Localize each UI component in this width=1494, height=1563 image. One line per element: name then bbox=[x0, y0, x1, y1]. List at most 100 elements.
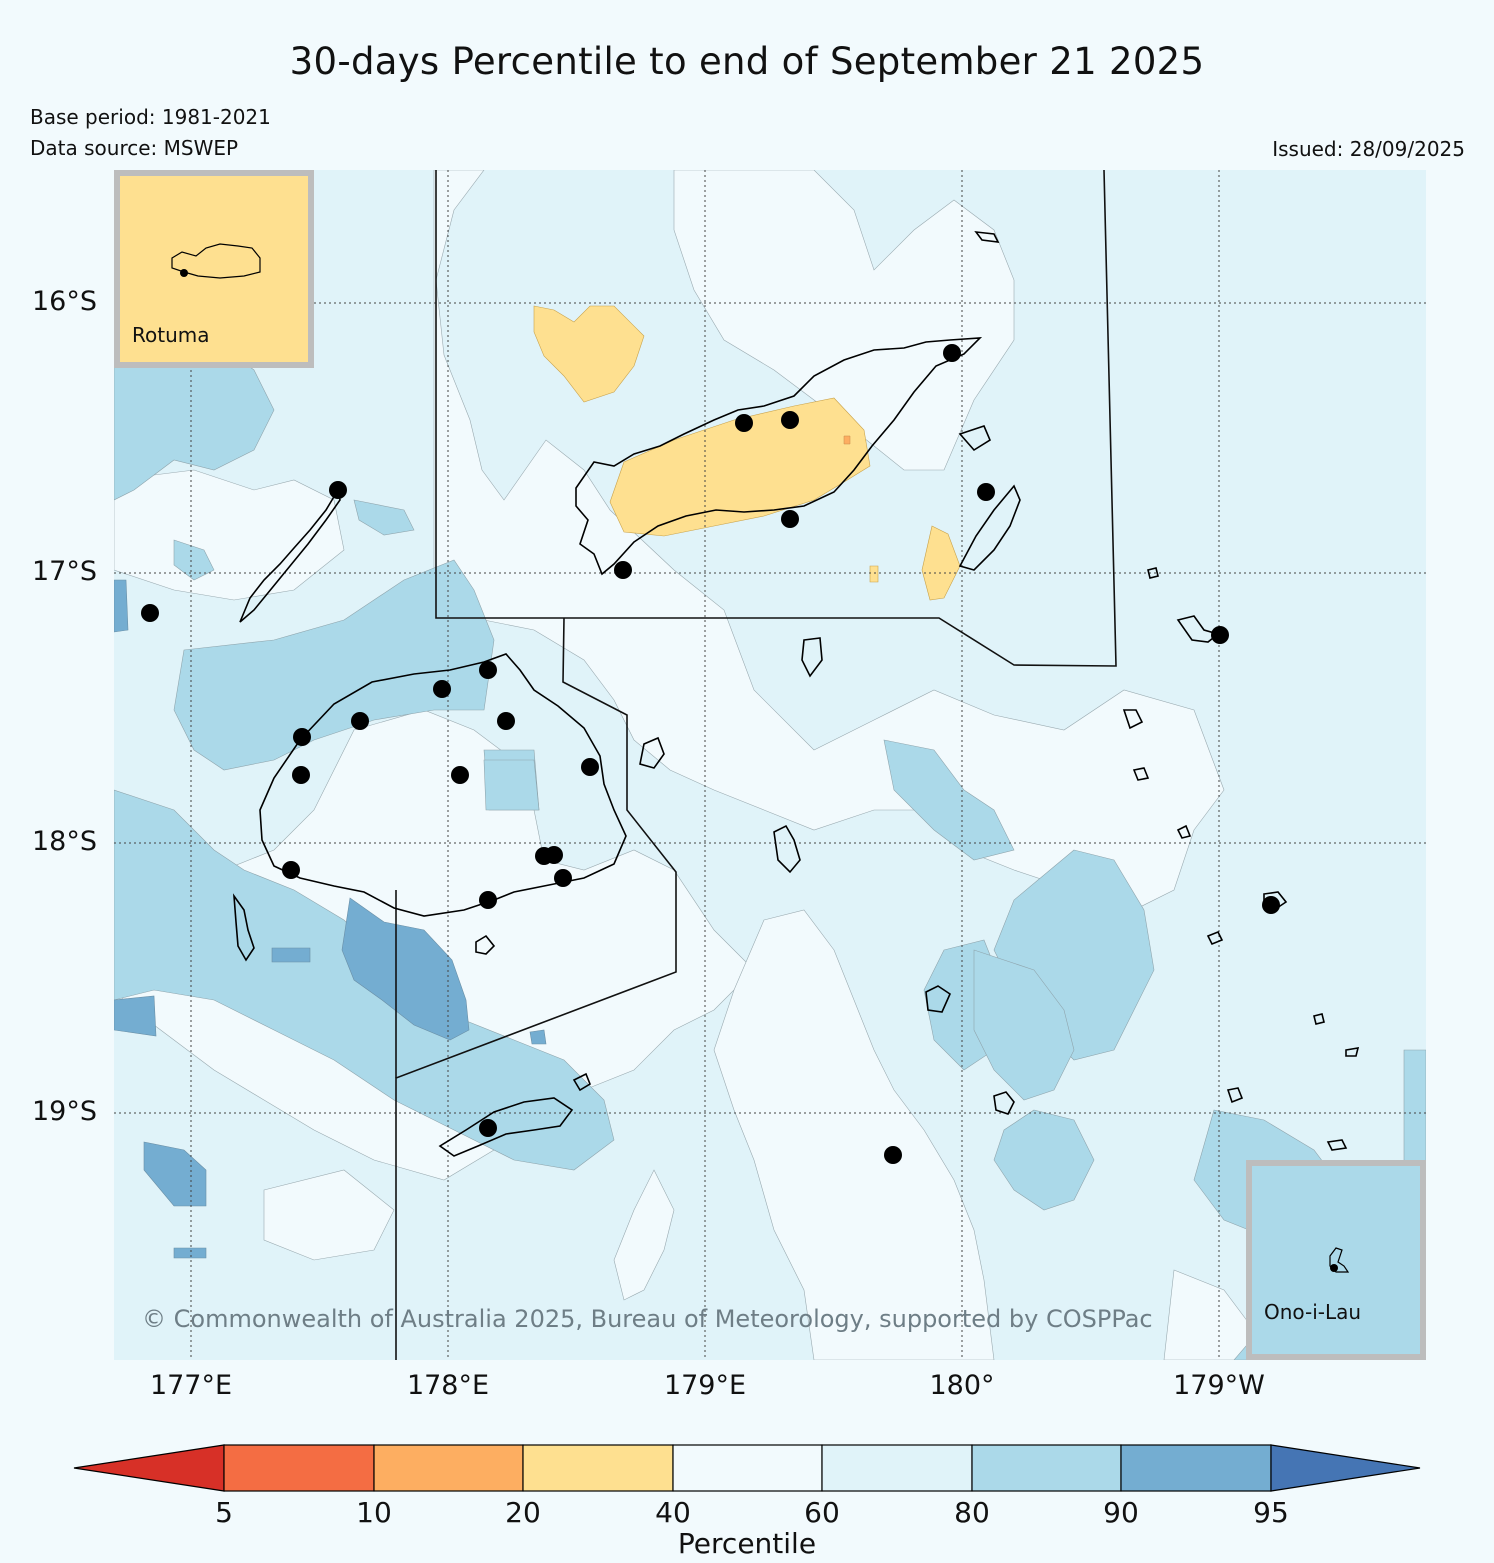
band-40-60 bbox=[114, 170, 1255, 1360]
colorbar-segment-below-5 bbox=[73, 1444, 225, 1492]
lau-islet-6 bbox=[1326, 1139, 1348, 1151]
rotuma-inset-drawing bbox=[120, 176, 308, 362]
viti-levu-coast bbox=[259, 653, 627, 917]
division-boundaries bbox=[395, 170, 1117, 1360]
colorbar-segment-20-40 bbox=[522, 1444, 674, 1492]
colorbar-segment-60-80 bbox=[821, 1444, 973, 1492]
lau-islet-9 bbox=[1345, 1047, 1360, 1057]
naitaba-coast bbox=[1122, 709, 1144, 730]
lon-label-179e: 179°E bbox=[663, 1370, 747, 1401]
ono-inset-fill bbox=[1252, 1166, 1420, 1354]
colorbar-segment-10-20 bbox=[373, 1444, 524, 1492]
vanua-levu-coast bbox=[575, 337, 983, 576]
lau-islet-2 bbox=[1132, 767, 1150, 781]
stations bbox=[141, 344, 1280, 1164]
issued-date-text: Issued: 28/09/2025 bbox=[1272, 137, 1465, 161]
lon-label-179w: 179°W bbox=[1173, 1370, 1265, 1401]
colorbar-tick-20: 20 bbox=[505, 1496, 541, 1529]
data-source-text: Data source: MSWEP bbox=[30, 136, 239, 160]
station-marker bbox=[329, 481, 347, 499]
colorbar-segment-above-95 bbox=[1270, 1444, 1421, 1492]
station-marker bbox=[1211, 626, 1229, 644]
station-marker bbox=[554, 869, 572, 887]
colorbar-tick-95: 95 bbox=[1253, 1496, 1289, 1529]
colorbar-tick-60: 60 bbox=[804, 1496, 840, 1529]
lat-label-17s: 17°S bbox=[32, 556, 97, 587]
station-marker bbox=[1262, 896, 1280, 914]
colorbar bbox=[73, 1444, 1421, 1492]
rotuma-label: Rotuma bbox=[132, 323, 210, 347]
lau-islet-1 bbox=[974, 231, 1000, 243]
lau-islet-8 bbox=[1147, 567, 1159, 579]
map-title: 30-days Percentile to end of September 2… bbox=[289, 40, 1205, 83]
lau-islet-5 bbox=[1226, 1087, 1244, 1104]
station-marker bbox=[180, 269, 188, 277]
station-marker bbox=[451, 766, 469, 784]
colorbar-segment-90-95 bbox=[1120, 1444, 1272, 1492]
station-marker bbox=[977, 483, 995, 501]
ovalau-coast bbox=[639, 736, 665, 769]
station-marker bbox=[293, 728, 311, 746]
station-marker bbox=[781, 510, 799, 528]
lau-islet-4 bbox=[1313, 1013, 1325, 1025]
station-marker bbox=[479, 1119, 497, 1137]
base-period-text: Base period: 1981-2021 bbox=[30, 105, 271, 129]
kadavu-coast bbox=[438, 1097, 574, 1157]
koro-coast bbox=[773, 824, 801, 874]
moala-coast bbox=[993, 1091, 1015, 1115]
yanuca-coast bbox=[572, 1072, 591, 1092]
lat-label-19s: 19°S bbox=[32, 1096, 97, 1127]
station-marker bbox=[479, 661, 497, 679]
station-marker bbox=[497, 712, 515, 730]
station-marker bbox=[614, 561, 632, 579]
taveuni-coast bbox=[958, 484, 1021, 571]
lon-label-177e: 177°E bbox=[149, 1370, 233, 1401]
ono-i-lau-inset bbox=[1246, 1160, 1426, 1360]
colorbar-tick-5: 5 bbox=[215, 1496, 233, 1529]
colorbar-segment-5-10 bbox=[223, 1444, 375, 1492]
station-marker bbox=[141, 604, 159, 622]
rotuma-island bbox=[171, 243, 261, 279]
station-marker bbox=[282, 861, 300, 879]
coastlines bbox=[232, 231, 1360, 1157]
station-marker bbox=[581, 758, 599, 776]
station-marker bbox=[351, 712, 369, 730]
copyright-text: © Commonwealth of Australia 2025, Bureau… bbox=[142, 1305, 1153, 1333]
beqa-coast bbox=[475, 934, 496, 955]
percentile-map bbox=[114, 170, 1426, 1360]
station-marker bbox=[735, 414, 753, 432]
gau-coast bbox=[801, 637, 823, 678]
rotuma-inset-fill bbox=[120, 176, 308, 362]
station-marker bbox=[433, 680, 451, 698]
station-marker bbox=[479, 891, 497, 909]
station-marker bbox=[545, 846, 563, 864]
colorbar-tick-40: 40 bbox=[655, 1496, 691, 1529]
band-20-40 bbox=[533, 305, 961, 601]
ono-inset-drawing bbox=[1252, 1166, 1420, 1354]
colorbar-label: Percentile bbox=[677, 1527, 817, 1560]
station-marker bbox=[781, 411, 799, 429]
band-10-20 bbox=[843, 435, 851, 445]
colorbar-segment-80-90 bbox=[971, 1444, 1122, 1492]
lau-islet-3 bbox=[1206, 930, 1224, 946]
lon-label-178e: 178°E bbox=[406, 1370, 490, 1401]
lau-islet-7 bbox=[1176, 824, 1192, 839]
colorbar-segment-40-60 bbox=[672, 1444, 823, 1492]
station-marker bbox=[1330, 1264, 1338, 1272]
colorbar-tick-80: 80 bbox=[954, 1496, 990, 1529]
lat-label-18s: 18°S bbox=[32, 826, 97, 857]
station-marker bbox=[292, 766, 310, 784]
colorbar-tick-90: 90 bbox=[1103, 1496, 1139, 1529]
station-marker bbox=[943, 344, 961, 362]
graticule bbox=[114, 170, 1426, 1360]
lon-label-180: 180° bbox=[929, 1370, 995, 1401]
lakeba-coast bbox=[925, 985, 952, 1013]
ono-i-lau-label: Ono-i-Lau bbox=[1264, 1300, 1362, 1324]
mamanuca-coast bbox=[232, 893, 255, 962]
rotuma-inset bbox=[114, 170, 314, 368]
colorbar-tick-10: 10 bbox=[356, 1496, 392, 1529]
station-marker bbox=[884, 1146, 902, 1164]
qamea-coast bbox=[958, 425, 992, 452]
lat-label-16s: 16°S bbox=[32, 286, 97, 317]
yasawa-coast bbox=[239, 487, 341, 623]
